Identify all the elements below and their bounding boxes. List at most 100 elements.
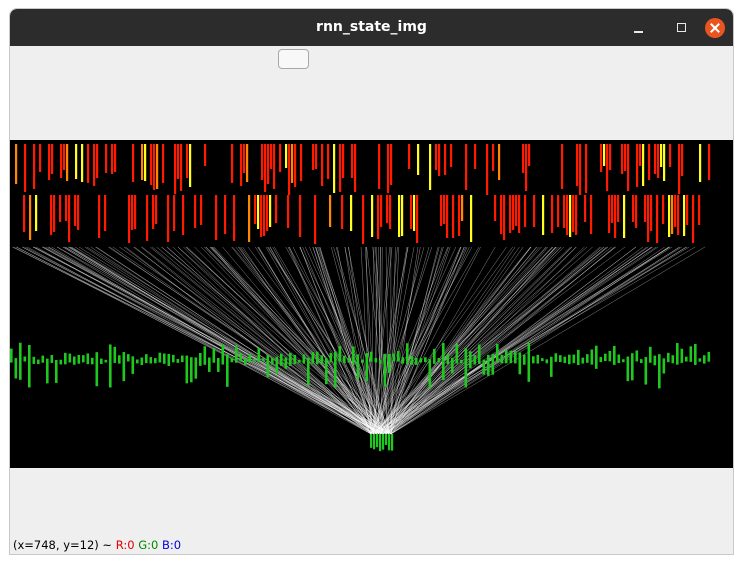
activation-bar [291,144,294,183]
green-bar [415,357,418,365]
connection-line [373,246,673,435]
connection-line [86,246,387,435]
activation-bar [470,195,473,242]
green-bar [194,357,198,379]
green-bar [680,348,684,363]
activation-bar [569,195,572,237]
connection-line [71,246,372,435]
maximize-icon[interactable] [672,18,692,38]
connection-line [13,246,382,435]
activation-bar [314,195,317,244]
green-bar [397,350,400,362]
activation-bar [561,144,564,189]
connection-line [166,246,379,435]
green-bar [289,353,292,366]
activation-bar [410,195,413,229]
activation-bar [662,195,665,224]
activation-bar [572,195,575,232]
activation-bar [566,195,569,235]
activation-bar [660,144,663,167]
activation-bar [66,144,69,181]
output-bar [370,434,373,448]
activation-bar [39,144,42,172]
connection-line [375,246,696,435]
green-bar [527,342,531,382]
connection-line [385,246,604,435]
connection-line [70,246,392,435]
activation-bar [515,195,518,226]
activation-bar [708,144,711,180]
output-bar [376,434,379,448]
green-bar [28,344,31,388]
rnn-state-image[interactable] [10,140,734,468]
green-bar [658,354,661,389]
green-bar [608,350,612,362]
window-title: rnn_state_img [316,19,427,35]
activation-bar [576,144,579,186]
activation-row-bottom [23,195,701,244]
connection-line [378,246,593,435]
connection-line [119,246,392,435]
green-bar [298,359,301,363]
activation-bar [144,144,147,181]
green-bar [626,356,630,382]
connection-line [390,246,687,435]
activation-row-top [15,144,711,195]
connection-line [390,246,443,435]
activation-bar [167,195,170,242]
activation-bar [132,144,135,182]
connection-line [385,246,616,435]
minimize-icon[interactable] [629,18,649,38]
activation-bar [105,144,108,173]
activation-bar [341,195,344,229]
green-bar [509,350,513,364]
green-bar [199,352,202,366]
activation-bar [267,144,270,184]
green-bar [190,357,193,383]
connection-line [390,246,399,435]
activation-bar [96,144,99,178]
green-bar [586,354,589,363]
green-bar [568,354,571,365]
green-bar [500,354,504,364]
connection-line [373,246,425,435]
connection-line [375,246,430,435]
activation-bar [186,144,189,178]
activation-bar [240,144,243,186]
activation-bar [636,144,639,187]
activation-bar [266,195,269,231]
connection-line [380,246,538,435]
activation-bar [503,195,506,240]
activation-bar [461,195,464,221]
activation-bar [458,195,461,236]
activation-bar [23,195,26,232]
green-bar [518,352,522,375]
connection-line [288,246,392,435]
green-bar [631,353,634,381]
connection-line [315,246,374,435]
green-bar [307,357,310,386]
connection-line [16,246,384,435]
connection-line [331,246,382,435]
activation-bar [650,195,653,231]
activation-bar [584,195,587,222]
activation-bar [656,195,659,243]
green-bar-row [10,342,711,389]
close-icon[interactable] [705,18,725,38]
activation-bar [141,144,144,180]
connection-line [74,246,377,435]
activation-bar [614,195,617,238]
activation-bar [699,144,702,182]
activation-bar [29,195,32,240]
connection-line [380,246,659,435]
toolbar-button[interactable] [278,49,309,69]
connection-line [150,246,379,435]
activation-bar [243,144,246,173]
connection-line [123,246,374,435]
connection-line [232,246,392,435]
connection-line [373,246,390,435]
title-bar[interactable]: rnn_state_img [10,9,733,46]
activation-bar [413,195,416,231]
activation-bar [153,144,156,190]
activation-bar [401,195,404,236]
